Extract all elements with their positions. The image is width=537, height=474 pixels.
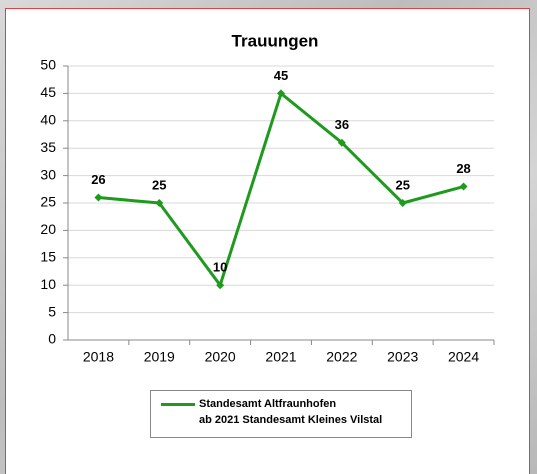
chart-title: Trauungen <box>232 31 319 50</box>
y-tick-label: 40 <box>40 112 56 128</box>
y-tick-label: 5 <box>48 303 56 319</box>
marker <box>398 199 407 207</box>
marker <box>216 281 225 290</box>
y-tick-label: 30 <box>40 166 56 182</box>
data-label: 45 <box>274 68 288 83</box>
marker <box>337 138 346 147</box>
x-tick-label: 2018 <box>83 349 114 365</box>
data-label: 36 <box>335 117 349 132</box>
legend-swatch <box>161 403 195 406</box>
legend-label: Standesamt Altfraunhofen ab 2021 Standes… <box>199 398 383 426</box>
x-tick-label: 2023 <box>387 349 418 365</box>
data-label: 28 <box>456 161 470 176</box>
y-tick-label: 25 <box>40 194 56 210</box>
y-tick-label: 0 <box>48 331 56 347</box>
y-tick-label: 35 <box>40 139 56 155</box>
y-tick-label: 10 <box>40 276 56 292</box>
legend: Standesamt Altfraunhofen ab 2021 Standes… <box>150 390 412 438</box>
data-label: 26 <box>91 172 105 187</box>
x-tick-label: 2024 <box>448 349 479 365</box>
data-label: 25 <box>395 177 409 192</box>
data-label: 10 <box>213 260 227 275</box>
y-tick-label: 20 <box>40 221 56 237</box>
y-tick-label: 45 <box>40 84 56 100</box>
x-tick-label: 2019 <box>144 349 175 365</box>
y-tick-label: 50 <box>40 57 56 73</box>
marker <box>155 199 164 207</box>
marker <box>94 193 103 202</box>
x-tick-label: 2021 <box>265 349 296 365</box>
y-tick-label: 15 <box>40 249 56 265</box>
x-tick-label: 2022 <box>326 349 357 365</box>
marker <box>459 182 468 191</box>
marker <box>277 89 285 98</box>
x-tick-label: 2020 <box>205 349 236 365</box>
data-label: 25 <box>152 177 166 192</box>
